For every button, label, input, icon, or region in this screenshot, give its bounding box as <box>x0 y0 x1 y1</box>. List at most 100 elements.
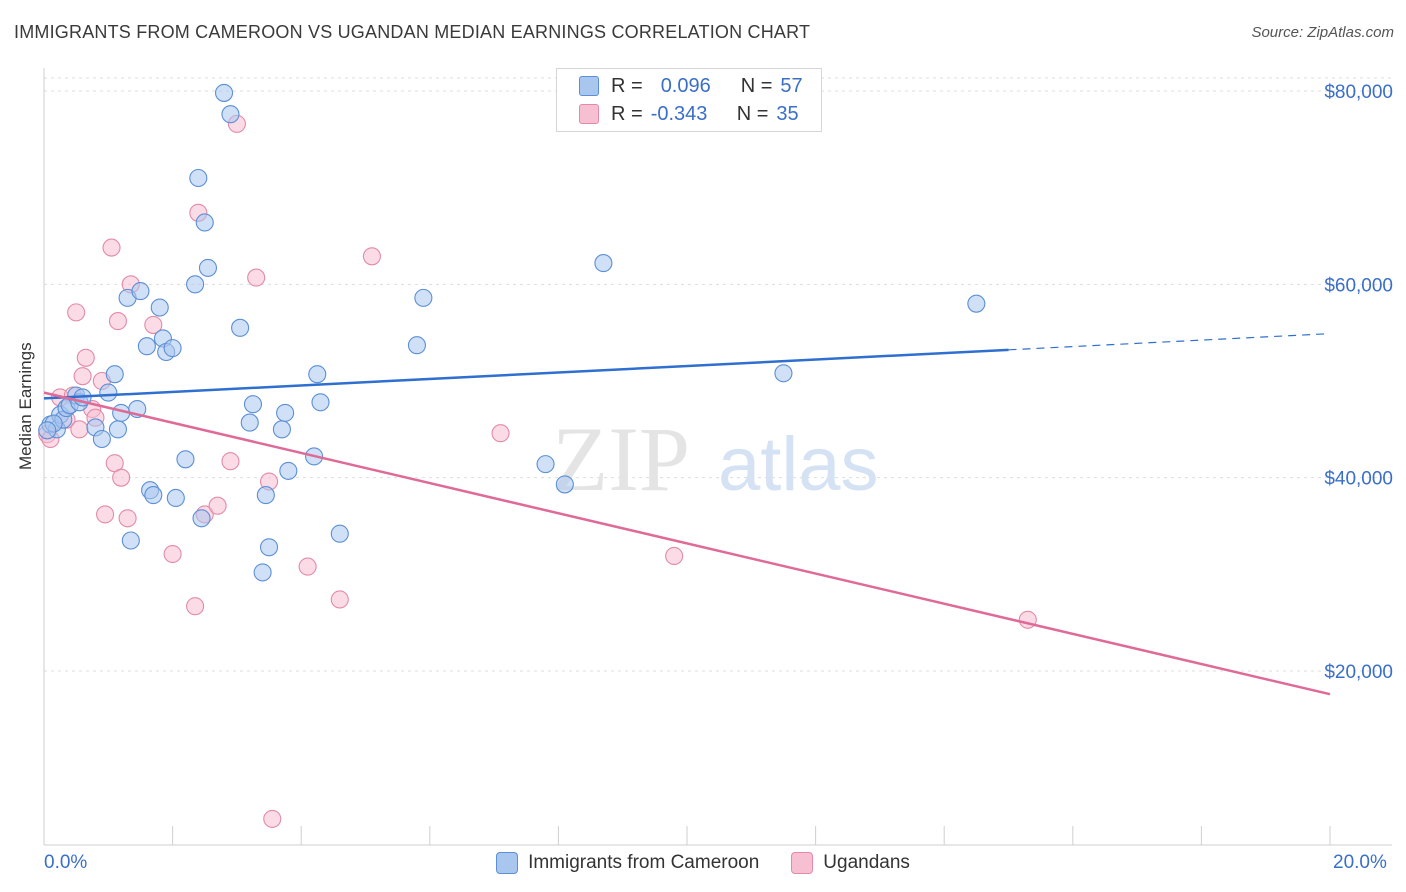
y-tick-label: $20,000 <box>1324 662 1393 683</box>
y-axis-label: Median Earnings <box>16 342 35 470</box>
cameroon-point <box>536 455 555 474</box>
grid-lines <box>44 77 1392 672</box>
legend-r-value: -0.343 <box>650 102 708 125</box>
legend-r-value: 0.096 <box>660 74 711 97</box>
ugandans-point <box>108 312 127 331</box>
cameroon-point <box>330 524 349 543</box>
cameroon-point <box>279 461 298 480</box>
y-tick-label: $40,000 <box>1324 469 1393 490</box>
cameroon-point <box>214 83 234 102</box>
ugandans-point <box>102 238 121 257</box>
cameroon-point <box>774 364 793 383</box>
cameroon-point <box>105 365 124 384</box>
cameroon-point <box>150 298 169 317</box>
legend-label-cameroon: Immigrants from Cameroon <box>528 852 760 873</box>
cameroon-point <box>99 383 118 402</box>
cameroon-trend-line <box>43 348 1009 400</box>
cameroon-point <box>407 336 426 355</box>
ugandans-point <box>112 468 131 487</box>
ugandans-point <box>208 496 227 515</box>
cameroon-point <box>555 475 574 494</box>
ugandans-trend-line <box>43 391 1331 696</box>
ugandans-point <box>330 590 349 609</box>
legend-n-value: 57 <box>780 74 803 97</box>
cameroon-point <box>108 420 127 439</box>
cameroon-point <box>253 563 272 582</box>
legend-swatch-blue <box>579 76 599 96</box>
cameroon-points <box>38 83 986 582</box>
cameroon-point <box>166 488 185 508</box>
cameroon-point <box>192 509 211 528</box>
legend-swatch-pink <box>579 104 599 124</box>
legend-r-label: R = <box>611 74 643 97</box>
cameroon-trend-extension <box>1008 333 1331 351</box>
y-tick-labels: $20,000 $40,000 $60,000 $80,000 <box>1324 82 1393 683</box>
ugandans-point <box>665 546 684 566</box>
cameroon-point <box>163 339 182 358</box>
legend-n-label: N = <box>736 102 769 125</box>
cameroon-point <box>967 294 986 313</box>
ugandans-point <box>298 557 317 576</box>
legend-swatch-blue <box>496 852 519 874</box>
watermark: ZIP atlas <box>552 408 879 510</box>
series-legend: Immigrants from Cameroon Ugandans <box>0 852 1406 874</box>
cameroon-point <box>121 531 140 550</box>
cameroon-point <box>198 258 218 277</box>
cameroon-point <box>256 486 275 505</box>
axes <box>43 68 1392 846</box>
ugandans-point <box>70 420 89 439</box>
x-tick-max: 20.0% <box>1333 852 1387 873</box>
cameroon-point <box>137 337 156 356</box>
cameroon-point <box>240 413 259 432</box>
ugandans-point <box>76 348 95 367</box>
cameroon-point <box>92 429 111 449</box>
x-tick-min: 0.0% <box>44 852 88 873</box>
cameroon-point <box>259 538 279 557</box>
cameroon-point <box>414 288 433 307</box>
y-tick-label: $80,000 <box>1324 82 1393 103</box>
ugandans-point <box>362 247 381 266</box>
cameroon-point <box>276 403 295 422</box>
cameroon-point <box>308 365 327 384</box>
legend-row-ugandans: R = -0.343 N = 35 <box>579 100 799 128</box>
chart-title: IMMIGRANTS FROM CAMEROON VS UGANDAN MEDI… <box>14 22 811 42</box>
cameroon-point <box>131 282 150 301</box>
cameroon-point <box>594 254 613 273</box>
legend-n-label: N = <box>740 74 773 97</box>
cameroon-point <box>189 168 208 188</box>
cameroon-point <box>195 213 214 232</box>
ugandans-point <box>73 367 92 386</box>
cameroon-point <box>38 421 57 440</box>
ugandans-point <box>221 452 240 471</box>
ugandans-point <box>247 268 266 287</box>
legend-item-cameroon: Immigrants from Cameroon <box>496 852 759 874</box>
legend-label-ugandans: Ugandans <box>823 852 910 873</box>
legend-row-cameroon: R = 0.096 N = 57 <box>579 72 803 100</box>
watermark-atlas: atlas <box>718 422 879 507</box>
watermark-zip: ZIP <box>552 408 690 510</box>
ugandans-point <box>118 509 137 528</box>
cameroon-point <box>231 318 250 337</box>
ugandans-point <box>144 315 163 334</box>
cameroon-point <box>144 486 163 505</box>
y-tick-label: $60,000 <box>1324 275 1393 296</box>
cameroon-point <box>221 105 240 124</box>
cameroon-point <box>311 393 330 412</box>
legend-swatch-pink <box>791 852 814 874</box>
ugandans-point <box>163 544 182 564</box>
legend-item-ugandans: Ugandans <box>791 852 910 874</box>
legend-n-value: 35 <box>776 102 799 125</box>
cameroon-point <box>243 395 263 414</box>
cameroon-point <box>272 420 291 439</box>
ugandans-points <box>38 114 1037 828</box>
source-label: Source: ZipAtlas.com <box>1251 24 1394 41</box>
legend-r-label: R = <box>611 102 643 125</box>
ugandans-point <box>263 809 282 828</box>
trend-lines <box>43 333 1331 696</box>
stats-legend: R = 0.096 N = 57 R = -0.343 N = 35 <box>556 68 822 132</box>
cameroon-point <box>176 450 195 469</box>
ugandans-point <box>67 303 86 322</box>
cameroon-point <box>186 275 205 294</box>
ugandans-point <box>186 597 205 616</box>
